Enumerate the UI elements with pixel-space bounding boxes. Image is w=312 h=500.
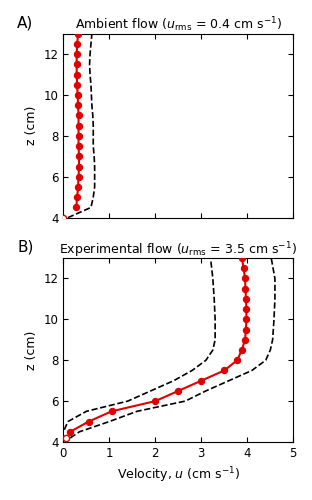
Text: B): B): [17, 240, 34, 254]
Y-axis label: z (cm): z (cm): [25, 330, 38, 370]
X-axis label: Velocity, $u$ (cm s$^{-1}$): Velocity, $u$ (cm s$^{-1}$): [117, 466, 240, 485]
Y-axis label: z (cm): z (cm): [25, 106, 38, 146]
Title: Experimental flow ($u_{\mathrm{rms}}$ = 3.5 cm s$^{-1}$): Experimental flow ($u_{\mathrm{rms}}$ = …: [59, 240, 297, 260]
Title: Ambient flow ($u_{\mathrm{rms}}$ = 0.4 cm s$^{-1}$): Ambient flow ($u_{\mathrm{rms}}$ = 0.4 c…: [75, 15, 282, 34]
Text: A): A): [17, 15, 34, 30]
